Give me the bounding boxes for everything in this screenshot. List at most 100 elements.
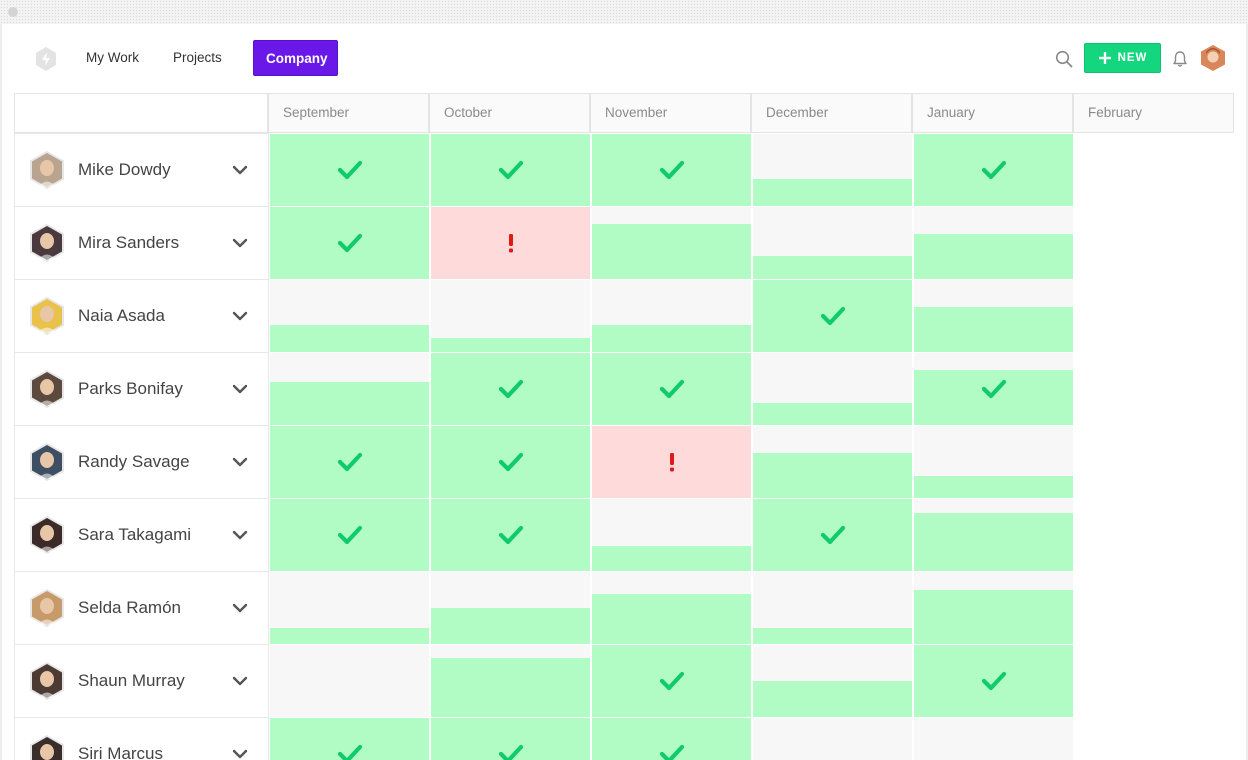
month-cell-december[interactable]	[753, 207, 912, 279]
nav-item-my-work[interactable]: My Work	[86, 50, 139, 65]
month-cell-december[interactable]	[753, 718, 912, 760]
month-cell-october[interactable]	[431, 207, 590, 279]
month-cell-december[interactable]	[753, 353, 912, 425]
month-cell-january[interactable]	[914, 207, 1073, 279]
nav-item-projects[interactable]: Projects	[173, 50, 222, 65]
new-button[interactable]: NEW	[1084, 43, 1161, 73]
progress-fill	[753, 403, 912, 425]
person-row[interactable]: Shaun Murray	[14, 644, 269, 718]
status-mark	[592, 718, 751, 760]
chevron-down-icon[interactable]	[232, 238, 248, 248]
nav-item-company[interactable]: Company	[253, 40, 338, 76]
month-cell-october[interactable]	[431, 426, 590, 498]
month-cell-december[interactable]	[753, 426, 912, 498]
month-cell-november[interactable]	[592, 280, 751, 352]
month-cell-october[interactable]	[431, 353, 590, 425]
search-icon[interactable]	[1055, 50, 1073, 68]
month-cell-january[interactable]	[914, 499, 1073, 571]
person-row[interactable]: Sara Takagami	[14, 498, 269, 572]
person-name: Siri Marcus	[78, 744, 164, 760]
month-cell-december[interactable]	[753, 280, 912, 352]
check-icon	[498, 379, 523, 399]
progress-fill	[914, 513, 1073, 571]
chevron-down-icon[interactable]	[232, 457, 248, 467]
status-mark	[431, 353, 590, 425]
month-cell-november[interactable]	[592, 353, 751, 425]
month-cell-october[interactable]	[431, 645, 590, 717]
month-cell-november[interactable]	[592, 426, 751, 498]
logo-icon[interactable]	[34, 46, 58, 72]
bell-icon[interactable]	[1172, 50, 1188, 68]
month-cell-september[interactable]	[270, 426, 429, 498]
month-cell-november[interactable]	[592, 645, 751, 717]
month-cell-january[interactable]	[914, 353, 1073, 425]
month-cell-january[interactable]	[914, 645, 1073, 717]
user-avatar[interactable]	[1200, 44, 1226, 72]
check-icon	[498, 160, 523, 180]
month-cell-december[interactable]	[753, 499, 912, 571]
month-cell-november[interactable]	[592, 499, 751, 571]
person-row[interactable]: Selda Ramón	[14, 571, 269, 645]
status-mark	[270, 499, 429, 571]
person-row[interactable]: Parks Bonifay	[14, 352, 269, 426]
new-button-label: NEW	[1117, 52, 1148, 64]
month-cell-october[interactable]	[431, 499, 590, 571]
month-cell-october[interactable]	[431, 572, 590, 644]
progress-fill	[753, 178, 912, 206]
month-cell-december[interactable]	[753, 572, 912, 644]
chevron-down-icon[interactable]	[232, 749, 248, 759]
check-icon	[498, 452, 523, 472]
progress-fill	[431, 499, 590, 571]
person-row[interactable]: Siri Marcus	[14, 717, 269, 760]
month-cell-september[interactable]	[270, 280, 429, 352]
month-cell-september[interactable]	[270, 718, 429, 760]
progress-fill	[753, 280, 912, 352]
window-control-dot[interactable]	[8, 7, 18, 17]
progress-fill	[592, 353, 751, 425]
month-cell-december[interactable]	[753, 134, 912, 206]
chevron-down-icon[interactable]	[232, 676, 248, 686]
month-cell-october[interactable]	[431, 134, 590, 206]
person-row[interactable]: Mira Sanders	[14, 206, 269, 280]
month-cell-january[interactable]	[914, 718, 1073, 760]
chevron-down-icon[interactable]	[232, 530, 248, 540]
month-cell-december[interactable]	[753, 645, 912, 717]
month-cell-january[interactable]	[914, 426, 1073, 498]
person-row[interactable]: Naia Asada	[14, 279, 269, 353]
month-cell-november[interactable]	[592, 718, 751, 760]
month-cell-november[interactable]	[592, 572, 751, 644]
chevron-down-icon[interactable]	[232, 165, 248, 175]
month-cell-january[interactable]	[914, 134, 1073, 206]
person-row[interactable]: Mike Dowdy	[14, 133, 269, 207]
person-avatar	[30, 370, 64, 408]
status-mark	[592, 134, 751, 206]
progress-fill	[592, 324, 751, 352]
chevron-down-icon[interactable]	[232, 384, 248, 394]
status-mark	[914, 134, 1073, 206]
chevron-down-icon[interactable]	[232, 311, 248, 321]
status-mark	[431, 499, 590, 571]
status-mark	[592, 645, 751, 717]
month-cell-october[interactable]	[431, 718, 590, 760]
month-cell-november[interactable]	[592, 207, 751, 279]
month-cell-january[interactable]	[914, 572, 1073, 644]
month-cell-september[interactable]	[270, 134, 429, 206]
month-cell-october[interactable]	[431, 280, 590, 352]
month-cell-november[interactable]	[592, 134, 751, 206]
progress-fill	[431, 657, 590, 717]
month-cell-september[interactable]	[270, 499, 429, 571]
check-icon	[498, 744, 523, 760]
month-cell-september[interactable]	[270, 572, 429, 644]
month-cell-september[interactable]	[270, 207, 429, 279]
person-avatar	[30, 589, 64, 627]
check-icon	[337, 744, 362, 760]
chevron-down-icon[interactable]	[232, 603, 248, 613]
person-name: Sara Takagami	[78, 525, 192, 544]
month-cell-january[interactable]	[914, 280, 1073, 352]
status-mark	[592, 353, 751, 425]
month-cell-september[interactable]	[270, 645, 429, 717]
month-header: September	[268, 93, 429, 133]
month-cell-september[interactable]	[270, 353, 429, 425]
person-row[interactable]: Randy Savage	[14, 425, 269, 499]
check-icon	[659, 379, 684, 399]
